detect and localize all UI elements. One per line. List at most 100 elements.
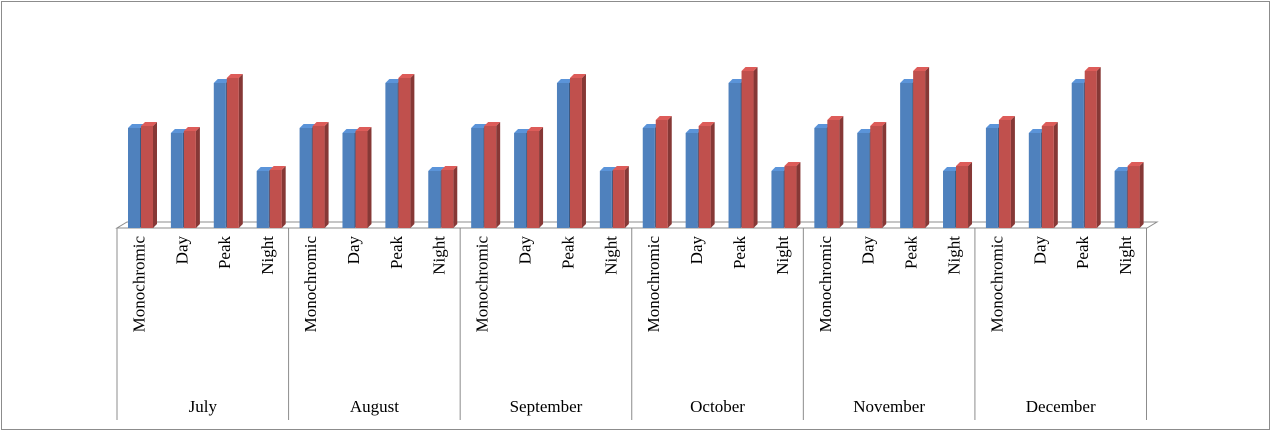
bar — [685, 133, 698, 228]
bar-side — [882, 122, 887, 228]
bar-top — [655, 116, 672, 120]
x-tick-label: Night — [944, 236, 963, 275]
bar-top — [213, 79, 230, 83]
bar-side — [624, 166, 629, 228]
bar — [870, 126, 883, 228]
bar — [441, 170, 454, 228]
bar-side — [410, 74, 415, 228]
bar-top — [471, 124, 488, 128]
x-tick-label: Night — [601, 236, 620, 275]
bar-side — [753, 67, 758, 228]
x-tick-label: Day — [859, 236, 878, 265]
bar-top — [398, 74, 415, 78]
bar-side — [710, 122, 715, 228]
bar — [728, 83, 741, 228]
bar-side — [238, 74, 243, 228]
bar — [599, 171, 612, 228]
bar-top — [342, 129, 359, 133]
x-tick-label: Monochromic — [473, 236, 492, 333]
bar — [1071, 83, 1084, 228]
bar — [527, 131, 540, 228]
bar-top — [226, 74, 243, 78]
bar-top — [612, 166, 629, 170]
bar-top — [956, 162, 973, 166]
bar-top — [1041, 122, 1058, 126]
bar — [655, 120, 668, 228]
bar-top — [514, 129, 531, 133]
bar-side — [539, 127, 544, 228]
bar — [299, 128, 312, 228]
bar — [1028, 133, 1041, 228]
x-tick-label: Peak — [387, 236, 406, 270]
bar-top — [728, 79, 745, 83]
bar — [771, 171, 784, 228]
bar-side — [195, 127, 200, 228]
bar — [269, 170, 282, 228]
bar — [985, 128, 998, 228]
bar-top — [299, 124, 316, 128]
bar — [569, 78, 582, 228]
bar-top — [170, 129, 187, 133]
bar-top — [569, 74, 586, 78]
bar — [1041, 126, 1054, 228]
x-tick-label: Peak — [902, 236, 921, 270]
bar-top — [741, 67, 758, 71]
group-label: October — [690, 397, 745, 416]
x-tick-label: Monochromic — [644, 236, 663, 333]
bar-side — [281, 166, 286, 228]
bar-top — [527, 127, 544, 131]
bar-top — [985, 124, 1002, 128]
bar — [741, 71, 754, 228]
bar-side — [367, 127, 372, 228]
bar — [141, 126, 153, 228]
bar-top — [556, 79, 573, 83]
x-tick-label: Monochromic — [987, 236, 1006, 333]
bar-top — [814, 124, 831, 128]
bar — [183, 131, 196, 228]
x-tick-label: Monochromic — [129, 236, 148, 333]
bar — [428, 171, 441, 228]
bar-top — [128, 124, 144, 128]
bar — [312, 126, 325, 228]
bar — [128, 128, 140, 228]
bar-top — [441, 166, 458, 170]
x-tick-label: Day — [344, 236, 363, 265]
bar-top — [183, 127, 200, 131]
bar-top — [1028, 129, 1045, 133]
bar-side — [1139, 162, 1144, 228]
bar — [213, 83, 226, 228]
x-tick-label: Day — [1030, 236, 1049, 265]
bar — [355, 131, 368, 228]
x-tick-label: Day — [687, 236, 706, 265]
x-tick-label: Night — [1116, 236, 1135, 275]
bar — [900, 83, 913, 228]
x-tick-label: Day — [516, 236, 535, 265]
bar-top — [1114, 167, 1131, 171]
bar-side — [153, 122, 157, 228]
bar-side — [453, 166, 458, 228]
group-label: September — [510, 397, 583, 416]
bar-top — [484, 122, 501, 126]
x-tick-label: Night — [773, 236, 792, 275]
bar — [385, 83, 398, 228]
bar-top — [913, 67, 930, 71]
bar — [612, 170, 625, 228]
bar-top — [900, 79, 917, 83]
bar — [256, 171, 269, 228]
bar-side — [839, 116, 844, 228]
x-tick-label: Night — [258, 236, 277, 275]
x-tick-label: Peak — [558, 236, 577, 270]
bar — [1127, 166, 1140, 228]
bar-side — [581, 74, 586, 228]
bar — [913, 71, 926, 228]
bar-top — [857, 129, 874, 133]
bar — [814, 128, 827, 228]
bar — [226, 78, 239, 228]
group-label: July — [189, 397, 218, 416]
bar-top — [355, 127, 372, 131]
bar-side — [796, 162, 801, 228]
bar — [943, 171, 956, 228]
bar — [1114, 171, 1127, 228]
bar-side — [1010, 116, 1015, 228]
